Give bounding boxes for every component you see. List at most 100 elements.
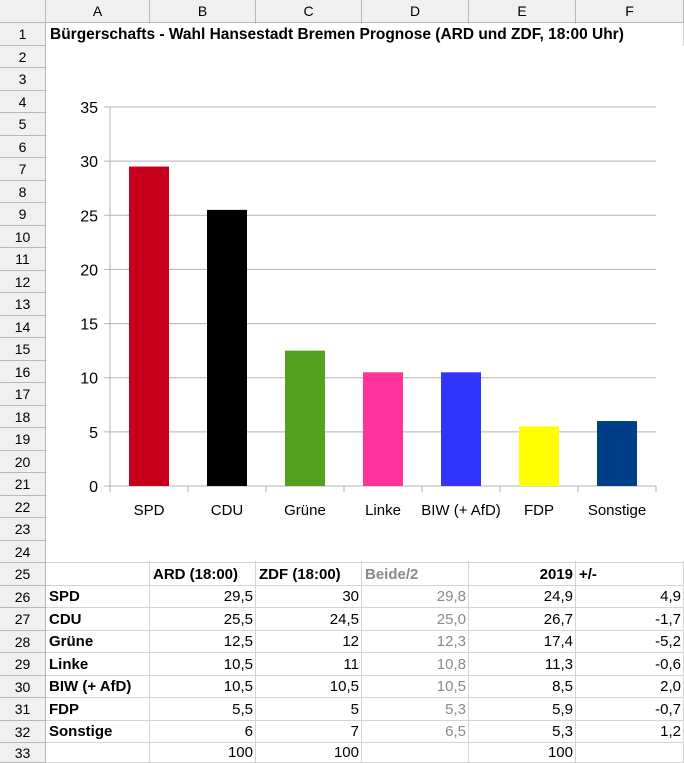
cell-header-diff[interactable]: +/- bbox=[579, 566, 597, 583]
row-header-18[interactable]: 18 bbox=[0, 406, 46, 428]
row-header-12[interactable]: 12 bbox=[0, 271, 46, 293]
table-cell[interactable]: Sonstige bbox=[49, 723, 113, 740]
row-header-29[interactable]: 29 bbox=[0, 653, 46, 676]
table-cell[interactable]: 4,9 bbox=[660, 588, 681, 605]
table-cell[interactable]: BIW (+ AfD) bbox=[49, 678, 132, 695]
row-header-4[interactable]: 4 bbox=[0, 91, 46, 113]
bar-biw-afd- bbox=[441, 372, 481, 486]
row-header-33[interactable]: 33 bbox=[0, 743, 46, 763]
table-cell[interactable]: 8,5 bbox=[552, 678, 573, 695]
column-header-C[interactable]: C bbox=[256, 0, 362, 23]
row-header-11[interactable]: 11 bbox=[0, 248, 46, 271]
table-cell[interactable]: -1,7 bbox=[655, 611, 681, 628]
cell-header-ard[interactable]: ARD (18:00) bbox=[153, 566, 239, 583]
table-cell[interactable]: -0,6 bbox=[655, 656, 681, 673]
x-tick-label: BIW (+ AfD) bbox=[421, 502, 501, 519]
row-header-24[interactable]: 24 bbox=[0, 541, 46, 563]
row-header-9[interactable]: 9 bbox=[0, 203, 46, 226]
column-header-F[interactable]: F bbox=[576, 0, 684, 23]
table-cell[interactable]: 6,5 bbox=[445, 723, 466, 740]
table-cell[interactable]: 12,5 bbox=[223, 633, 253, 650]
row-header-6[interactable]: 6 bbox=[0, 136, 46, 158]
row-header-2[interactable]: 2 bbox=[0, 46, 46, 68]
table-cell[interactable]: 29,5 bbox=[223, 588, 253, 605]
table-cell[interactable]: 5 bbox=[350, 701, 359, 718]
table-cell[interactable]: 5,3 bbox=[552, 723, 573, 740]
grid-hline bbox=[46, 562, 684, 563]
total-cell[interactable]: 100 bbox=[227, 744, 253, 761]
table-cell[interactable]: FDP bbox=[49, 701, 79, 718]
table-cell[interactable]: 11,3 bbox=[544, 656, 573, 673]
bar-sonstige bbox=[597, 421, 637, 486]
total-cell[interactable]: 100 bbox=[547, 744, 573, 761]
table-cell[interactable]: 1,2 bbox=[660, 723, 681, 740]
row-header-20[interactable]: 20 bbox=[0, 451, 46, 473]
x-tick-label: Grüne bbox=[284, 502, 326, 519]
table-cell[interactable]: 25,0 bbox=[436, 611, 466, 628]
table-cell[interactable]: 6 bbox=[244, 723, 253, 740]
table-cell[interactable]: CDU bbox=[49, 611, 82, 628]
table-cell[interactable]: -5,2 bbox=[655, 633, 681, 650]
row-header-5[interactable]: 5 bbox=[0, 113, 46, 136]
table-cell[interactable]: 25,5 bbox=[223, 611, 253, 628]
sheet-title[interactable]: Bürgerschafts - Wahl Hansestadt Bremen P… bbox=[47, 24, 624, 46]
row-header-30[interactable]: 30 bbox=[0, 676, 46, 698]
table-cell[interactable]: 10,5 bbox=[223, 678, 253, 695]
row-header-21[interactable]: 21 bbox=[0, 473, 46, 496]
row-header-3[interactable]: 3 bbox=[0, 68, 46, 91]
column-header-B[interactable]: B bbox=[150, 0, 256, 23]
row-header-32[interactable]: 32 bbox=[0, 721, 46, 743]
row-header-27[interactable]: 27 bbox=[0, 608, 46, 631]
table-cell[interactable]: Grüne bbox=[49, 633, 94, 650]
bar-fdp bbox=[519, 426, 559, 486]
grid-hline bbox=[46, 720, 684, 721]
row-header-28[interactable]: 28 bbox=[0, 631, 46, 653]
table-cell[interactable]: 11 bbox=[343, 656, 359, 673]
table-cell[interactable]: 30 bbox=[342, 588, 359, 605]
row-header-8[interactable]: 8 bbox=[0, 181, 46, 203]
table-cell[interactable]: 2,0 bbox=[660, 678, 681, 695]
table-cell[interactable]: 10,5 bbox=[436, 678, 466, 695]
cell-header-beide[interactable]: Beide/2 bbox=[365, 566, 419, 583]
table-cell[interactable]: 24,5 bbox=[329, 611, 359, 628]
table-cell[interactable]: 10,5 bbox=[223, 656, 253, 673]
column-header-E[interactable]: E bbox=[469, 0, 576, 23]
row-header-26[interactable]: 26 bbox=[0, 586, 46, 608]
table-cell[interactable]: 26,7 bbox=[543, 611, 573, 628]
total-cell[interactable]: 100 bbox=[333, 744, 359, 761]
column-header-A[interactable]: A bbox=[46, 0, 150, 23]
grid-hline bbox=[46, 652, 684, 653]
row-header-22[interactable]: 22 bbox=[0, 496, 46, 518]
row-header-1[interactable]: 1 bbox=[0, 23, 46, 46]
table-cell[interactable]: 17,4 bbox=[543, 633, 573, 650]
row-header-17[interactable]: 17 bbox=[0, 383, 46, 406]
table-cell[interactable]: 10,5 bbox=[329, 678, 359, 695]
row-header-14[interactable]: 14 bbox=[0, 316, 46, 338]
row-header-16[interactable]: 16 bbox=[0, 361, 46, 383]
row-header-7[interactable]: 7 bbox=[0, 158, 46, 181]
table-cell[interactable]: 5,5 bbox=[232, 701, 253, 718]
row-header-13[interactable]: 13 bbox=[0, 293, 46, 316]
row-header-31[interactable]: 31 bbox=[0, 698, 46, 721]
table-cell[interactable]: 12 bbox=[342, 633, 359, 650]
row-header-19[interactable]: 19 bbox=[0, 428, 46, 451]
table-cell[interactable]: 5,9 bbox=[552, 701, 573, 718]
cell-header-zdf[interactable]: ZDF (18:00) bbox=[259, 566, 341, 583]
table-cell[interactable]: 7 bbox=[350, 723, 359, 740]
table-cell[interactable]: 29,8 bbox=[436, 588, 466, 605]
bar-chart[interactable]: 0 5 10 15 20 25 30 35 SPD CDU Grüne Linke BIW (+ AfD… bbox=[47, 46, 684, 561]
row-header-25[interactable]: 25 bbox=[0, 563, 46, 586]
select-all-corner[interactable] bbox=[0, 0, 46, 23]
table-cell[interactable]: 12,3 bbox=[436, 633, 466, 650]
table-cell[interactable]: 10,8 bbox=[436, 656, 466, 673]
column-header-D[interactable]: D bbox=[362, 0, 469, 23]
row-header-10[interactable]: 10 bbox=[0, 226, 46, 248]
table-cell[interactable]: 5,3 bbox=[445, 701, 466, 718]
table-cell[interactable]: 24,9 bbox=[543, 588, 573, 605]
row-header-23[interactable]: 23 bbox=[0, 518, 46, 541]
table-cell[interactable]: Linke bbox=[49, 656, 89, 673]
cell-header-2019[interactable]: 2019 bbox=[539, 566, 573, 583]
table-cell[interactable]: -0,7 bbox=[655, 701, 681, 718]
table-cell[interactable]: SPD bbox=[49, 588, 80, 605]
row-header-15[interactable]: 15 bbox=[0, 338, 46, 361]
